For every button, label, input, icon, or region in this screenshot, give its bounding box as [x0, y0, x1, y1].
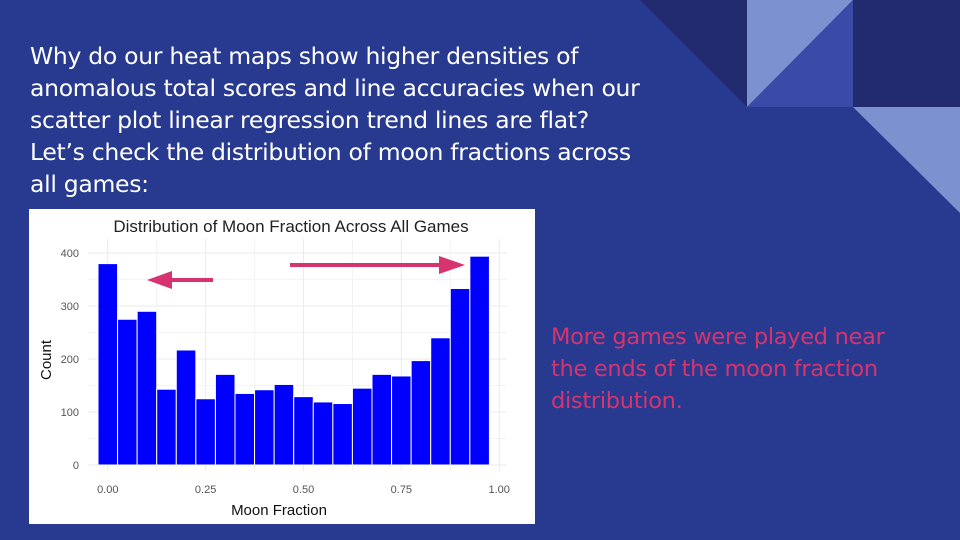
histogram-bar [430, 337, 451, 466]
histogram-bar [371, 373, 393, 466]
histogram-svg: 0 100 200 300 400 0.00 0.25 0.50 0.75 1.00 Distr… [38, 217, 510, 519]
histogram-bar [312, 401, 334, 466]
histogram-bar [234, 392, 256, 466]
callout-line: the ends of the moon fraction [551, 356, 878, 382]
question-line: all games: [30, 170, 149, 198]
x-tick-label: 0.00 [97, 484, 118, 496]
y-tick-label: 0 [73, 460, 79, 472]
callout-text: More games were played near the ends of … [551, 321, 931, 417]
histogram-bar [195, 398, 216, 466]
deco-mid-triangle [747, 0, 853, 107]
histogram-bar [469, 255, 490, 466]
y-axis-label: Count [38, 339, 55, 380]
histogram-bar [293, 396, 314, 466]
histogram-bar [117, 318, 138, 466]
left-arrow-icon [147, 271, 213, 289]
x-tick-label: 0.25 [195, 484, 216, 496]
deco-light-triangle-right [853, 107, 960, 213]
histogram-bar [254, 389, 275, 466]
x-tick-label: 0.75 [391, 484, 412, 496]
callout-line: distribution. [551, 388, 683, 414]
deco-dark-triangle-left [640, 0, 747, 107]
histogram-bar [273, 383, 295, 466]
histogram-chart: 0 100 200 300 400 0.00 0.25 0.50 0.75 1.00 Distr… [29, 209, 535, 524]
histogram-bar [351, 387, 373, 466]
y-axis-ticks: 0 100 200 300 400 [61, 248, 79, 472]
histogram-bar [97, 263, 119, 466]
y-tick-label: 200 [61, 354, 79, 366]
histogram-bar [391, 375, 412, 466]
slide-question-text: Why do our heat maps show higher densiti… [30, 40, 670, 200]
histogram-bar [156, 388, 177, 466]
y-tick-label: 100 [61, 407, 79, 419]
question-line: Why do our heat maps show higher densiti… [30, 42, 579, 70]
histogram-bar [214, 373, 236, 466]
question-line: Let’s check the distribution of moon fra… [30, 138, 631, 166]
x-tick-label: 1.00 [489, 484, 510, 496]
x-axis-label: Moon Fraction [231, 502, 327, 519]
question-line: scatter plot linear regression trend lin… [30, 106, 589, 134]
x-axis-ticks: 0.00 0.25 0.50 0.75 1.00 [97, 484, 510, 496]
x-tick-label: 0.50 [293, 484, 314, 496]
histogram-bar [449, 288, 471, 466]
histogram-bar [136, 310, 158, 466]
histogram-bar [175, 349, 197, 466]
histogram-bars [97, 255, 490, 466]
deco-dark-square [853, 0, 960, 107]
question-line: anomalous total scores and line accuraci… [30, 74, 640, 102]
chart-title: Distribution of Moon Fraction Across All… [113, 217, 468, 236]
callout-line: More games were played near [551, 324, 885, 350]
y-tick-label: 400 [61, 248, 79, 260]
y-tick-label: 300 [61, 301, 79, 313]
histogram-bar [410, 360, 432, 466]
histogram-bar [332, 403, 353, 466]
right-arrow-icon [290, 256, 465, 274]
